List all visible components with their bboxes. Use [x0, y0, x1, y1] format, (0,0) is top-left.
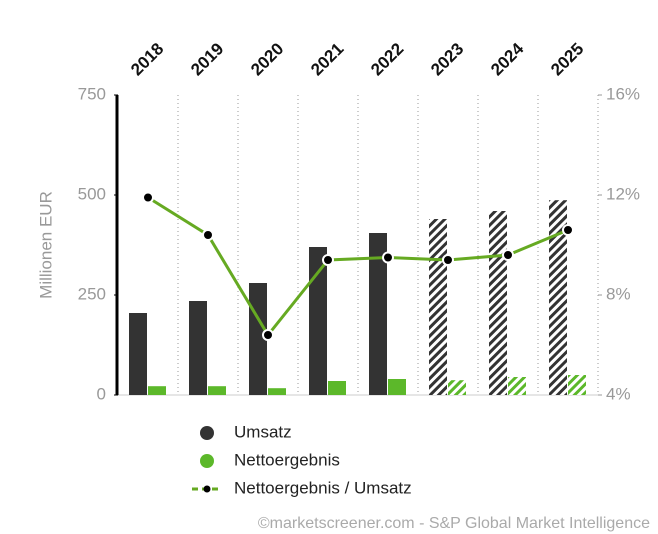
x-tick-label: 2018: [127, 39, 167, 79]
legend-label: Nettoergebnis / Umsatz: [234, 478, 412, 497]
legend-swatch: [200, 454, 214, 468]
legend-label: Nettoergebnis: [234, 450, 340, 469]
y-tick-label: 750: [78, 84, 106, 103]
source: ©marketscreener.com - S&P Global Market …: [258, 515, 650, 532]
line: [147, 196, 569, 338]
bar: [568, 375, 586, 395]
line-point: [562, 224, 574, 236]
bar: [489, 211, 507, 395]
line-point: [382, 251, 394, 264]
bar: [148, 386, 166, 395]
y-tick-label: 0: [97, 384, 106, 403]
x-tick-label: 2023: [427, 39, 467, 79]
y-tick-label: 500: [78, 184, 106, 203]
y2-tick-label: 12%: [606, 184, 640, 203]
legend-label: Umsatz: [234, 422, 292, 441]
bar: [549, 200, 567, 395]
x-tick-label: 2019: [187, 39, 227, 79]
bar: [129, 313, 147, 395]
y-tick-label: 250: [78, 284, 106, 303]
bar: [429, 219, 447, 395]
line-point: [502, 249, 514, 261]
x-tick-label: 2025: [547, 39, 587, 79]
line-point: [142, 191, 154, 204]
line-point: [202, 229, 214, 241]
bar: [189, 301, 207, 395]
x-tick-label: 2021: [307, 39, 347, 79]
bar: [328, 381, 346, 395]
bar: [268, 388, 286, 395]
x-tick-label: 2024: [487, 39, 528, 80]
line-point: [322, 254, 334, 266]
bar: [388, 379, 406, 395]
y-axis-title: Millionen EUR: [36, 191, 55, 299]
x-tick-label: 2022: [367, 39, 407, 79]
y2-tick-label: 8%: [606, 284, 631, 303]
line-point: [442, 254, 454, 266]
bar: [369, 233, 387, 395]
bar: [508, 377, 526, 395]
legend-swatch: [200, 426, 214, 440]
bar: [309, 247, 327, 395]
legend-swatch: [203, 485, 211, 493]
x-tick-label: 2020: [247, 39, 287, 79]
y2-tick-label: 4%: [606, 384, 631, 403]
bar: [208, 386, 226, 395]
bar: [448, 380, 466, 395]
line-point: [262, 329, 274, 341]
y2-tick-label: 16%: [606, 84, 640, 103]
